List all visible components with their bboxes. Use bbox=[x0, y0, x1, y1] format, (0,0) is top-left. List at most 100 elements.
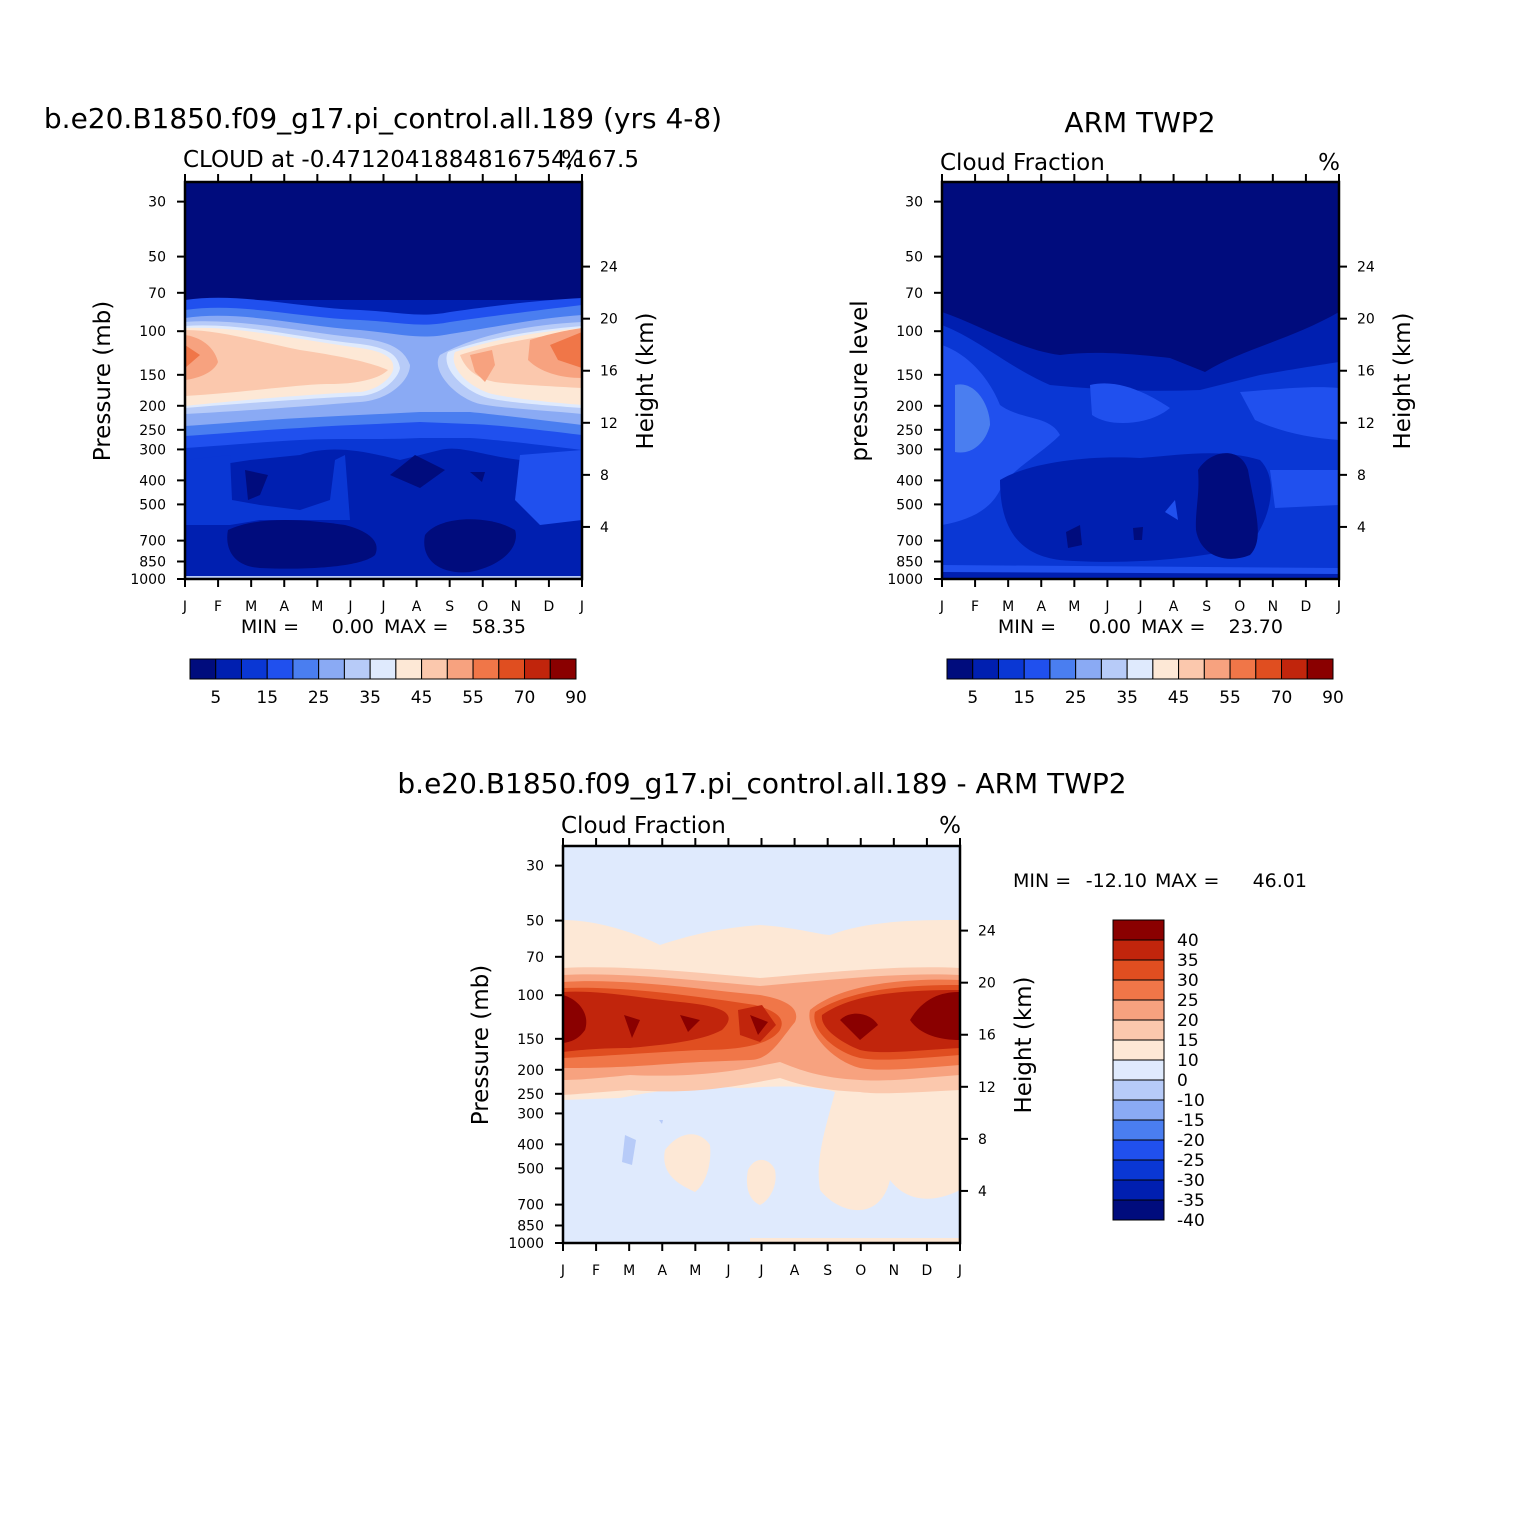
model-units: % bbox=[561, 147, 583, 173]
colorbar-swatch bbox=[292, 658, 320, 680]
obs-fill-deep-spot-b bbox=[1133, 527, 1143, 540]
y-tick-label: 50 bbox=[905, 250, 923, 266]
colorbar-label: 40 bbox=[1177, 931, 1199, 951]
obs-min-label: MIN = bbox=[998, 616, 1056, 638]
diff-fill-band-40-c bbox=[750, 1015, 768, 1035]
colorbar-label: -20 bbox=[1177, 1131, 1205, 1151]
y-tick-label: 50 bbox=[526, 914, 544, 930]
colorbar-label: 35 bbox=[1177, 951, 1199, 971]
panel-diff: b.e20.B1850.f09_g17.pi_control.all.189 -… bbox=[397, 767, 1307, 1279]
model-min-value: 0.00 bbox=[332, 616, 374, 638]
y-tick-label: 850 bbox=[139, 555, 166, 571]
model-fill-peach-mid bbox=[470, 350, 495, 382]
y-tick-label-right: 16 bbox=[978, 1028, 996, 1044]
colorbar-swatch bbox=[1112, 999, 1165, 1021]
y-tick-label-right: 12 bbox=[600, 416, 618, 432]
x-tick-label: M bbox=[1002, 599, 1014, 615]
colorbar-swatch bbox=[1126, 658, 1154, 680]
y-tick-label: 150 bbox=[517, 1032, 544, 1048]
colorbar-swatch bbox=[1255, 658, 1283, 680]
colorbar-swatch bbox=[1112, 939, 1165, 961]
colorbar-swatch bbox=[1023, 658, 1051, 680]
x-tick-label: M bbox=[623, 1263, 635, 1279]
colorbar-label: -25 bbox=[1177, 1151, 1205, 1171]
y-tick-label: 150 bbox=[896, 368, 923, 384]
y-tick-label: 300 bbox=[139, 442, 166, 458]
y-tick-label: 70 bbox=[905, 286, 923, 302]
obs-fill-band-3b bbox=[1090, 383, 1170, 424]
colorbar-swatch bbox=[1112, 1039, 1165, 1061]
colorbar-swatch bbox=[421, 658, 448, 680]
x-tick-label: S bbox=[823, 1263, 832, 1279]
colorbar-label: 55 bbox=[1219, 688, 1241, 708]
model-fill-orange-left bbox=[185, 345, 200, 368]
colorbar-label: 10 bbox=[1177, 1051, 1199, 1071]
y-tick-label: 300 bbox=[896, 442, 923, 458]
x-tick-label: F bbox=[214, 599, 222, 615]
obs-ylabel: pressure level bbox=[847, 300, 873, 461]
obs-max-label: MAX = bbox=[1141, 616, 1205, 638]
colorbar-swatch bbox=[1281, 658, 1308, 680]
colorbar-swatch bbox=[1112, 1159, 1165, 1181]
x-tick-label: M bbox=[245, 599, 257, 615]
colorbar-swatch bbox=[972, 658, 999, 680]
colorbar-swatch bbox=[343, 658, 371, 680]
y-tick-label: 200 bbox=[139, 399, 166, 415]
x-tick-label: J bbox=[725, 1263, 730, 1279]
obs-contours bbox=[942, 182, 1339, 579]
colorbar-swatch bbox=[1306, 658, 1334, 680]
x-tick-label: A bbox=[412, 599, 422, 615]
colorbar-swatch bbox=[472, 658, 500, 680]
y-tick-label: 50 bbox=[148, 250, 166, 266]
x-tick-label: F bbox=[592, 1263, 600, 1279]
diff-fill-blob-a bbox=[664, 1134, 711, 1192]
colorbar-label: 15 bbox=[1177, 1031, 1199, 1051]
panel-model: b.e20.B1850.f09_g17.pi_control.all.189 (… bbox=[44, 102, 722, 708]
x-tick-label: A bbox=[1169, 599, 1179, 615]
model-ylabel: Pressure (mb) bbox=[90, 301, 116, 461]
y-tick-label: 400 bbox=[517, 1137, 544, 1153]
model-max-label: MAX = bbox=[384, 616, 448, 638]
model-fill-left-column bbox=[185, 455, 350, 525]
model-title: b.e20.B1850.f09_g17.pi_control.all.189 (… bbox=[44, 102, 722, 135]
x-tick-label: J bbox=[380, 599, 385, 615]
colorbar-label: 25 bbox=[1065, 688, 1087, 708]
obs-y-ticks-right: 24 20 16 12 8 4 bbox=[1339, 260, 1375, 536]
y-tick-label: 200 bbox=[517, 1063, 544, 1079]
x-tick-label: A bbox=[790, 1263, 800, 1279]
x-tick-label: N bbox=[511, 599, 521, 615]
x-tick-label: J bbox=[347, 599, 352, 615]
y-tick-label: 30 bbox=[148, 195, 166, 211]
x-tick-label: M bbox=[311, 599, 323, 615]
colorbar-label: 5 bbox=[967, 688, 978, 708]
colorbar-label: -15 bbox=[1177, 1111, 1205, 1131]
colorbar-swatch bbox=[1112, 1079, 1165, 1101]
diff-fill-blue-spot bbox=[622, 1135, 636, 1165]
diff-fill-band-40-e bbox=[910, 992, 960, 1040]
colorbar-swatch bbox=[1112, 959, 1165, 981]
y-tick-label: 500 bbox=[139, 497, 166, 513]
model-contours bbox=[185, 182, 582, 579]
model-fill-peach-left bbox=[185, 335, 218, 380]
x-tick-label: N bbox=[889, 1263, 899, 1279]
y-tick-label-right: 4 bbox=[1357, 520, 1366, 536]
y-tick-label: 400 bbox=[896, 473, 923, 489]
y-tick-label: 700 bbox=[139, 534, 166, 550]
colorbar-swatch bbox=[1112, 1139, 1165, 1161]
colorbar-swatch bbox=[189, 658, 217, 680]
y-tick-label-right: 16 bbox=[1357, 364, 1375, 380]
colorbar-label: 35 bbox=[1116, 688, 1138, 708]
diff-fill-band-40-b bbox=[680, 1015, 700, 1032]
colorbar-label: -35 bbox=[1177, 1191, 1205, 1211]
x-tick-label: A bbox=[1036, 599, 1046, 615]
diff-contours bbox=[563, 846, 960, 1243]
diff-ylabel: Pressure (mb) bbox=[468, 965, 494, 1125]
colorbar-swatch bbox=[1112, 1099, 1165, 1121]
y-tick-label: 250 bbox=[517, 1087, 544, 1103]
